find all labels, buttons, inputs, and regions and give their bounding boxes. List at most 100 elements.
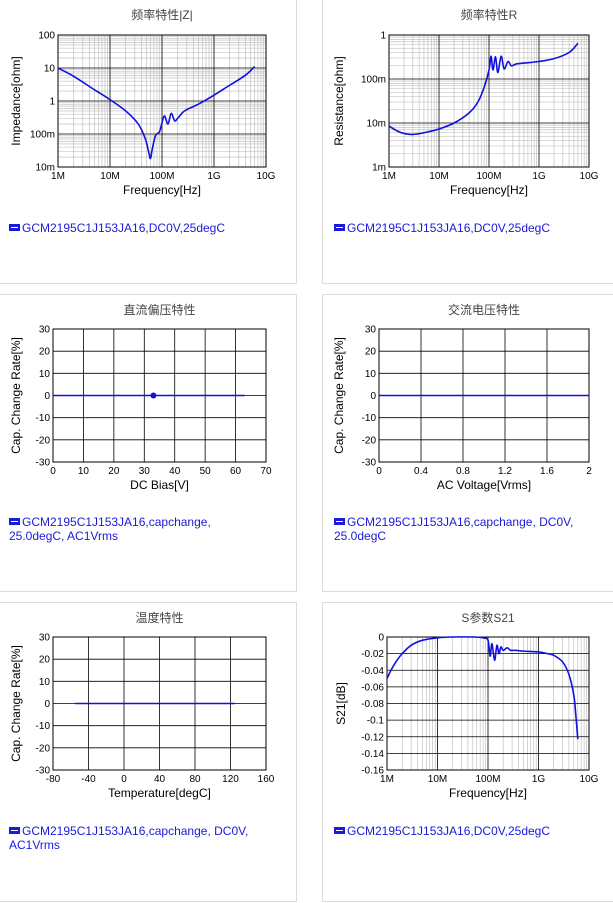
x-tick-label: 100M bbox=[475, 774, 500, 785]
y-tick-label: 0 bbox=[378, 633, 384, 644]
chart-title: 温度特性 bbox=[135, 610, 183, 625]
y-tick-label: -0.06 bbox=[361, 682, 384, 693]
y-tick-label: 30 bbox=[39, 633, 51, 644]
x-axis-label: DC Bias[V] bbox=[130, 478, 189, 492]
y-axis-label: Cap. Change Rate[%] bbox=[9, 337, 23, 454]
legend-label: GCM2195C1J153JA16,DC0V,25degC bbox=[347, 221, 551, 235]
y-tick-label: -0.02 bbox=[361, 649, 384, 660]
y-tick-label: 0 bbox=[370, 391, 376, 402]
legend-temperature[interactable]: GCM2195C1J153JA16,capchange, DC0V, AC1Vr… bbox=[9, 824, 274, 852]
y-tick-label: 10 bbox=[39, 677, 51, 688]
y-tick-label: -30 bbox=[362, 458, 377, 469]
x-tick-label: 10G bbox=[257, 171, 276, 182]
plot-frame bbox=[52, 636, 267, 771]
x-tick-label: 1.6 bbox=[540, 466, 554, 477]
y-tick-label: 100 bbox=[38, 31, 55, 42]
panel-ac-voltage: 交流电压特性 0 0.4 0.8 1.2 1.6 2 -30 -20 -10 0 10 20 30 AC V… bbox=[322, 294, 613, 592]
x-tick-label: 10M bbox=[429, 171, 448, 182]
y-tick-label: -20 bbox=[36, 743, 51, 754]
x-tick-label: 0.8 bbox=[456, 466, 470, 477]
y-tick-label: 10 bbox=[44, 64, 56, 75]
x-tick-label: 10G bbox=[580, 774, 599, 785]
data-point-marker bbox=[150, 392, 157, 399]
y-tick-label: -20 bbox=[36, 435, 51, 446]
y-axis-label: S21[dB] bbox=[334, 682, 348, 725]
legend-ac-voltage[interactable]: GCM2195C1J153JA16,capchange, DC0V, 25.0d… bbox=[334, 515, 599, 543]
x-tick-label: 10M bbox=[428, 774, 447, 785]
x-tick-label: 100M bbox=[476, 171, 501, 182]
y-tick-label: 20 bbox=[39, 655, 51, 666]
x-tick-label: 0 bbox=[121, 774, 127, 785]
panel-s21: S参数S21 1M 10M 100M 1G 10G -0.16 -0.14 -0.12 -0.1 -… bbox=[322, 602, 613, 902]
panel-dc-bias: 直流偏压特性 0 10 20 30 40 50 60 70 -30 -20 -10 0 10 20 30 DC … bbox=[0, 294, 297, 592]
x-tick-label: 80 bbox=[189, 774, 201, 785]
legend-swatch-icon bbox=[334, 518, 345, 525]
x-tick-label: 1G bbox=[207, 171, 221, 182]
x-tick-label: 120 bbox=[222, 774, 239, 785]
x-tick-label: 1M bbox=[382, 171, 396, 182]
panel-resistance: 频率特性R 1M 10M 100M 1G 10G 1m 10m 100m 1 Frequency[H… bbox=[322, 0, 613, 284]
y-tick-label: -10 bbox=[362, 413, 377, 424]
chart-title: 频率特性R bbox=[461, 7, 518, 22]
y-tick-label: -0.16 bbox=[361, 766, 384, 777]
y-tick-label: 20 bbox=[39, 347, 51, 358]
chart-s21: S参数S21 1M 10M 100M 1G 10G -0.16 -0.14 -0.12 -0.1 -… bbox=[334, 610, 599, 800]
y-tick-label: 30 bbox=[39, 325, 51, 336]
y-tick-label: 10 bbox=[365, 369, 377, 380]
y-tick-label: 0 bbox=[44, 699, 50, 710]
y-tick-label: -0.12 bbox=[361, 732, 384, 743]
chart-title: 频率特性|Z| bbox=[131, 7, 193, 22]
x-tick-label: 160 bbox=[258, 774, 275, 785]
y-tick-label: 100m bbox=[30, 130, 55, 141]
plot-frame bbox=[388, 34, 590, 168]
legend-label: GCM2195C1J153JA16,capchange, DC0V, AC1Vr… bbox=[9, 824, 249, 852]
legend-impedance[interactable]: GCM2195C1J153JA16,DC0V,25degC bbox=[9, 221, 279, 235]
legend-s21[interactable]: GCM2195C1J153JA16,DC0V,25degC bbox=[334, 824, 604, 838]
x-tick-label: 1M bbox=[380, 774, 394, 785]
legend-label: GCM2195C1J153JA16,capchange, 25.0degC, A… bbox=[9, 515, 211, 543]
x-axis-label: Temperature[degC] bbox=[108, 786, 211, 800]
series-line bbox=[386, 636, 579, 740]
legend-label: GCM2195C1J153JA16,DC0V,25degC bbox=[22, 221, 226, 235]
x-tick-label: 20 bbox=[108, 466, 120, 477]
x-tick-label: 70 bbox=[260, 466, 272, 477]
x-tick-label: 0 bbox=[50, 466, 56, 477]
y-tick-label: 0 bbox=[44, 391, 50, 402]
y-tick-label: 100m bbox=[361, 75, 386, 86]
panel-temperature: 温度特性 -80 -40 0 40 80 120 160 -30 -20 -10 0 10 20 30 Tem… bbox=[0, 602, 297, 902]
x-tick-label: 2 bbox=[586, 466, 592, 477]
x-tick-label: 1G bbox=[532, 774, 546, 785]
y-axis-label: Impedance[ohm] bbox=[9, 56, 23, 145]
x-tick-label: 10M bbox=[100, 171, 119, 182]
x-axis-label: Frequency[Hz] bbox=[450, 183, 528, 197]
legend-dc-bias[interactable]: GCM2195C1J153JA16,capchange, 25.0degC, A… bbox=[9, 515, 249, 543]
y-tick-label: -10 bbox=[36, 413, 51, 424]
plot-frame bbox=[386, 636, 590, 771]
y-tick-label: -0.04 bbox=[361, 666, 384, 677]
panel-impedance: 频率特性|Z| 1M 10M 100M 1G 10G 10m 100m 1 10 100 Freque… bbox=[0, 0, 297, 284]
y-tick-label: -0.14 bbox=[361, 749, 384, 760]
y-tick-label: -0.1 bbox=[367, 716, 385, 727]
y-tick-label: 1m bbox=[372, 163, 386, 174]
x-tick-label: 100M bbox=[149, 171, 174, 182]
y-axis-label: Cap. Change Rate[%] bbox=[9, 645, 23, 762]
y-tick-label: 1 bbox=[380, 31, 386, 42]
chart-title: S参数S21 bbox=[461, 610, 515, 625]
legend-resistance[interactable]: GCM2195C1J153JA16,DC0V,25degC bbox=[334, 221, 604, 235]
y-tick-label: 1 bbox=[49, 97, 55, 108]
x-tick-label: 0 bbox=[376, 466, 382, 477]
y-tick-label: 10 bbox=[39, 369, 51, 380]
legend-swatch-icon bbox=[9, 827, 20, 834]
x-tick-label: 10 bbox=[78, 466, 90, 477]
y-tick-label: 10m bbox=[36, 163, 55, 174]
legend-label: GCM2195C1J153JA16,DC0V,25degC bbox=[347, 824, 551, 838]
chart-ac-voltage: 交流电压特性 0 0.4 0.8 1.2 1.6 2 -30 -20 -10 0 10 20 30 AC V… bbox=[332, 302, 592, 492]
legend-swatch-icon bbox=[9, 518, 20, 525]
x-tick-label: 50 bbox=[200, 466, 212, 477]
x-axis-label: AC Voltage[Vrms] bbox=[437, 478, 531, 492]
legend-swatch-icon bbox=[9, 224, 20, 231]
y-tick-label: 30 bbox=[365, 325, 377, 336]
chart-impedance: 频率特性|Z| 1M 10M 100M 1G 10G 10m 100m 1 10 100 Freque… bbox=[9, 7, 276, 197]
y-tick-label: -30 bbox=[36, 766, 51, 777]
